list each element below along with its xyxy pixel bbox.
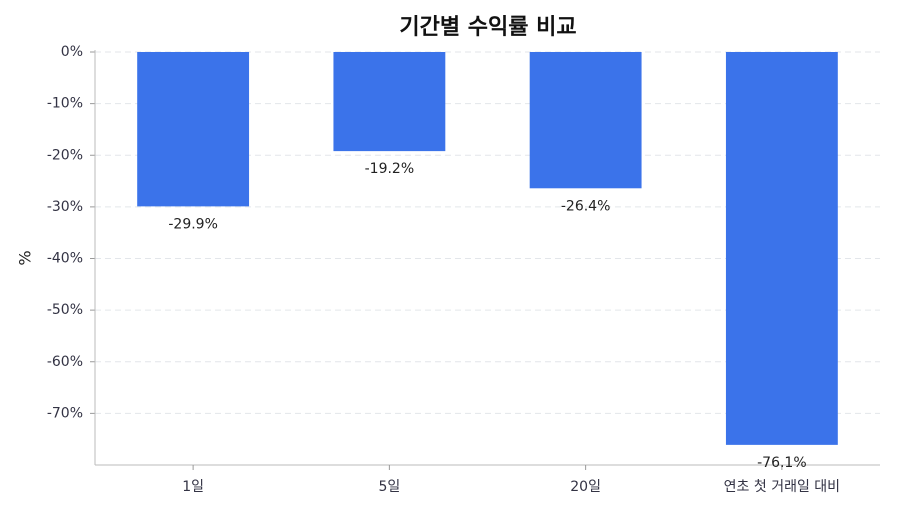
y-tick-label: -70%: [47, 405, 83, 421]
y-tick-label: -20%: [47, 147, 83, 163]
bar: [725, 52, 838, 445]
chart-title: 기간별 수익률 비교: [399, 15, 576, 40]
bar: [529, 52, 642, 189]
y-axis-label: %: [16, 250, 35, 265]
bar: [333, 52, 446, 152]
x-tick-label: 20일: [570, 479, 601, 495]
y-tick-label: 0%: [61, 44, 83, 60]
bar: [137, 52, 250, 207]
y-tick-label: -60%: [47, 354, 83, 370]
value-label: -26.4%: [561, 198, 611, 214]
value-label: -76.1%: [757, 455, 807, 471]
y-tick-label: -10%: [47, 96, 83, 112]
value-label: -29.9%: [168, 216, 218, 232]
x-tick-label: 연초 첫 거래일 대비: [724, 479, 840, 495]
y-tick-label: -30%: [47, 199, 83, 215]
y-tick-label: -50%: [47, 302, 83, 318]
y-tick-label: -40%: [47, 251, 83, 267]
x-tick-label: 1일: [182, 479, 204, 495]
value-label: -19.2%: [365, 161, 415, 177]
x-tick-label: 5일: [378, 479, 400, 495]
